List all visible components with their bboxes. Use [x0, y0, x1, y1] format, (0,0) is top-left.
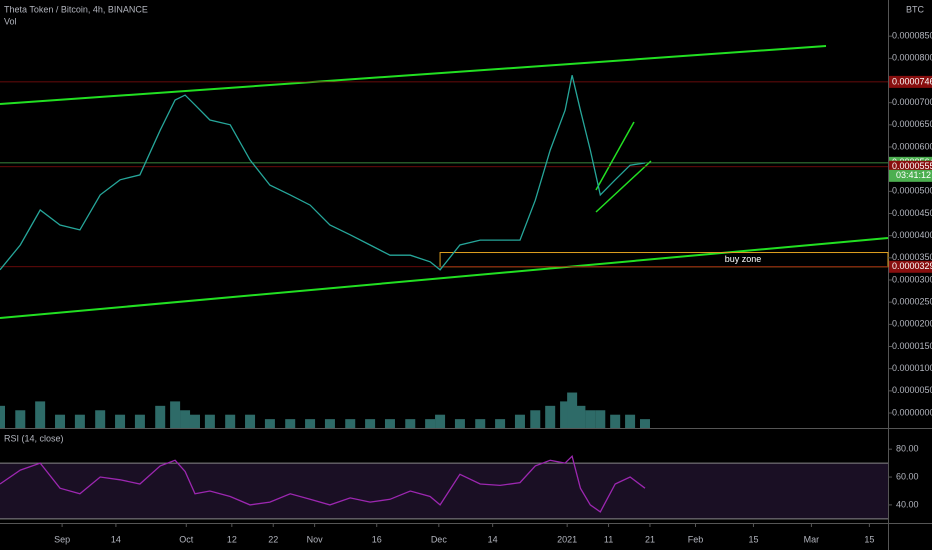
volume-bar — [495, 419, 506, 428]
volume-title: Vol — [4, 16, 17, 26]
volume-bar — [204, 414, 215, 428]
volume-bar — [365, 419, 376, 428]
y-tick-label: 0.00008500 — [892, 31, 932, 41]
y-tick-label: 0.00004000 — [892, 230, 932, 240]
trend-line — [0, 45, 827, 105]
price-label-box — [889, 160, 932, 173]
volume-bar — [225, 414, 236, 428]
volume-bar — [384, 419, 395, 428]
y-tick-label: 0.00008000 — [892, 53, 932, 63]
volume-bar — [305, 419, 316, 428]
x-tick-label: 14 — [488, 534, 498, 544]
x-tick-label: 16 — [372, 534, 382, 544]
y-tick-label: 0.00003500 — [892, 252, 932, 262]
volume-bar — [475, 419, 486, 428]
y-tick-label: 0.00000500 — [892, 385, 932, 395]
volume-bar — [545, 405, 556, 428]
volume-bar — [115, 414, 126, 428]
rsi-tick-label: 60.00 — [896, 471, 919, 481]
volume-bar — [55, 414, 66, 428]
volume-bar — [189, 414, 200, 428]
x-tick-label: Mar — [804, 534, 820, 544]
volume-bar — [610, 414, 621, 428]
rsi-band — [0, 463, 888, 519]
price-label-box — [889, 75, 932, 88]
x-tick-label: 22 — [268, 534, 278, 544]
x-tick-label: 21 — [645, 534, 655, 544]
volume-bar — [35, 401, 46, 428]
y-tick-label: 0.00001500 — [892, 341, 932, 351]
x-tick-label: Nov — [307, 534, 324, 544]
volume-bar — [15, 410, 26, 428]
price-label-box — [889, 260, 932, 273]
volume-bar — [74, 414, 85, 428]
volume-bar — [435, 414, 446, 428]
volume-bar — [595, 410, 606, 428]
volume-bar — [530, 410, 541, 428]
currency: BTC — [906, 4, 925, 14]
volume-bar — [0, 405, 5, 428]
countdown: 03:41:12 — [896, 170, 931, 180]
wedge-line — [595, 121, 635, 191]
volume-bar — [560, 401, 571, 428]
y-tick-label: 0.00004500 — [892, 208, 932, 218]
volume-bar — [324, 419, 335, 428]
y-tick-label: 0.00006500 — [892, 119, 932, 129]
price-label: 0.00003299 — [892, 261, 932, 271]
x-tick-label: 14 — [111, 534, 121, 544]
volume-bar — [180, 410, 191, 428]
y-tick-label: 0.00003000 — [892, 274, 932, 284]
volume-bar — [245, 414, 256, 428]
y-tick-label: 0.00000000 — [892, 407, 932, 417]
volume-bar — [134, 414, 145, 428]
volume-bar — [425, 419, 436, 428]
volume-bar — [567, 392, 578, 428]
volume-bar — [454, 419, 465, 428]
volume-bar — [155, 405, 166, 428]
volume-bar — [514, 414, 525, 428]
x-tick-label: 15 — [748, 534, 758, 544]
y-tick-label: 0.00002500 — [892, 297, 932, 307]
x-tick-label: Sep — [54, 534, 70, 544]
volume-bar — [170, 401, 181, 428]
buy-zone-label: buy zone — [725, 254, 762, 264]
volume-bar — [264, 419, 275, 428]
price-line — [0, 75, 646, 271]
y-tick-label: 0.00006000 — [892, 141, 932, 151]
x-tick-label: Feb — [688, 534, 704, 544]
volume-bar — [95, 410, 106, 428]
x-tick-label: 11 — [604, 534, 613, 544]
chart-title: Theta Token / Bitcoin, 4h, BINANCE — [4, 4, 148, 14]
rsi-line — [0, 454, 646, 513]
rsi-tick-label: 40.00 — [896, 499, 919, 509]
countdown-box — [889, 169, 932, 182]
y-tick-label: 0.00001000 — [892, 363, 932, 373]
x-tick-label: 12 — [227, 534, 237, 544]
volume-bar — [285, 419, 296, 428]
volume-bar — [405, 419, 416, 428]
rsi-tick-label: 80.00 — [896, 444, 919, 454]
x-tick-label: Dec — [431, 534, 448, 544]
y-tick-label: 0.00005000 — [892, 186, 932, 196]
price-label: 0.00007469 — [892, 76, 932, 86]
volume-bar — [575, 405, 586, 428]
x-tick-label: 2021 — [557, 534, 577, 544]
volume-bar — [585, 410, 596, 428]
rsi-title: RSI (14, close) — [4, 433, 64, 443]
volume-bar — [639, 419, 650, 428]
volume-bar — [625, 414, 636, 428]
trend-line — [0, 237, 889, 319]
volume-bar — [345, 419, 356, 428]
x-tick-label: Oct — [179, 534, 194, 544]
y-tick-label: 0.00007000 — [892, 97, 932, 107]
price-label: 0.00005555 — [892, 161, 932, 171]
x-tick-label: 15 — [864, 534, 874, 544]
wedge-line — [595, 160, 652, 213]
y-tick-label: 0.00002000 — [892, 319, 932, 329]
